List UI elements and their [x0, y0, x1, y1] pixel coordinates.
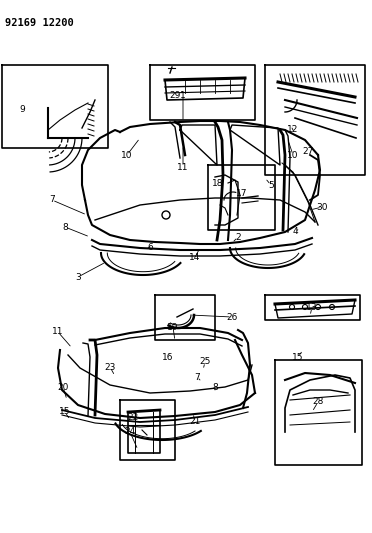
Text: 3: 3	[75, 272, 81, 281]
Circle shape	[330, 304, 334, 310]
Circle shape	[162, 211, 170, 219]
Text: 17: 17	[236, 189, 248, 198]
Text: 15: 15	[59, 408, 71, 416]
Text: 30: 30	[316, 203, 328, 212]
Text: 7: 7	[194, 373, 200, 382]
Text: 19: 19	[167, 322, 179, 332]
Text: 15: 15	[292, 352, 304, 361]
Text: 7: 7	[49, 196, 55, 205]
Circle shape	[289, 304, 295, 310]
Text: 6: 6	[147, 243, 153, 252]
Text: 20: 20	[57, 383, 69, 392]
Text: 21: 21	[189, 417, 201, 426]
Text: 12: 12	[287, 125, 299, 134]
Text: 1: 1	[180, 91, 186, 100]
Text: 23: 23	[104, 362, 116, 372]
Text: 27: 27	[302, 148, 314, 157]
Text: 29: 29	[169, 91, 181, 100]
Text: 2: 2	[235, 232, 241, 241]
Text: 22: 22	[127, 413, 139, 422]
Text: 26: 26	[226, 312, 238, 321]
Text: 14: 14	[189, 253, 201, 262]
Circle shape	[302, 304, 308, 310]
Text: 8: 8	[62, 222, 68, 231]
Text: 5: 5	[268, 181, 274, 190]
Text: 25: 25	[199, 358, 211, 367]
Text: 92169 12200: 92169 12200	[5, 18, 74, 28]
Text: 18: 18	[212, 179, 224, 188]
Text: 8: 8	[212, 383, 218, 392]
Text: 4: 4	[292, 228, 298, 237]
Circle shape	[315, 304, 321, 310]
Text: 9: 9	[19, 106, 25, 115]
Text: 10: 10	[287, 150, 299, 159]
Text: 11: 11	[177, 163, 189, 172]
Text: 16: 16	[162, 352, 174, 361]
Text: 24: 24	[124, 427, 136, 437]
Text: 11: 11	[52, 327, 64, 336]
Text: 10: 10	[121, 150, 133, 159]
Text: 28: 28	[312, 398, 324, 407]
Text: 13: 13	[306, 303, 318, 311]
